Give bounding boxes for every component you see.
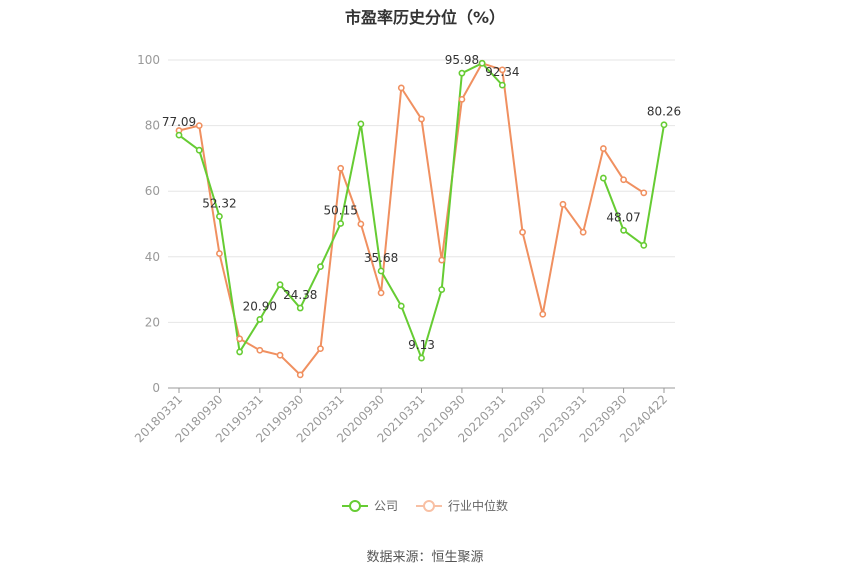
point-company-20230630	[599, 174, 607, 182]
point-industry-median-20210630	[438, 256, 446, 264]
point-company-20180331	[175, 131, 183, 139]
point-company-20210630	[438, 286, 446, 293]
point-industry-median-20190331	[256, 346, 264, 354]
point-company-20230930	[620, 226, 627, 234]
point-company-20220331	[498, 81, 506, 89]
point-industry-median-20230331	[579, 228, 587, 236]
point-industry-median-20230930	[620, 176, 627, 184]
data-label-company-20200331: 50.15	[323, 204, 357, 218]
point-industry-median-20180630	[195, 122, 203, 129]
data-label-company-20240422: 80.26	[647, 105, 681, 119]
data-label-company-20190331: 20.90	[243, 299, 277, 313]
series-line-industry-median-0	[178, 62, 645, 376]
y-tick-label-40: 40	[145, 250, 160, 264]
point-industry-median-20210331	[418, 115, 425, 123]
point-company-20181231	[236, 348, 244, 356]
point-company-20240422	[660, 121, 668, 129]
point-company-20190331	[256, 316, 264, 323]
point-company-20180930	[216, 212, 223, 220]
data-label-company-20180930: 52.32	[202, 196, 236, 210]
point-industry-median-20191231	[317, 345, 324, 353]
point-industry-median-20230630	[599, 145, 607, 152]
point-industry-median-20201231	[397, 84, 405, 92]
data-label-company-20200930: 35.68	[364, 251, 398, 265]
data-label-company-20210930: 95.98	[445, 53, 479, 67]
legend-swatch-industry-median	[416, 499, 442, 513]
point-company-20190630	[276, 281, 284, 289]
point-industry-median-20220930	[539, 310, 547, 318]
legend-item-company[interactable]: 公司	[341, 497, 398, 514]
legend-label-industry-median: 行业中位数	[448, 499, 509, 513]
y-tick-label-60: 60	[145, 184, 160, 198]
axes: 0204060801002018033120180930201903312019…	[132, 53, 675, 445]
data-label-company-20230930: 48.07	[606, 210, 640, 224]
legend-item-industry-median[interactable]: 行业中位数	[416, 497, 508, 514]
series-points	[175, 59, 668, 379]
y-tick-label-100: 100	[137, 53, 160, 67]
point-company-20200331	[337, 220, 345, 227]
point-industry-median-20190930	[296, 371, 304, 379]
chart-title: 市盈率历史分位（%）	[344, 8, 506, 27]
data-label-company-20180331: 77.09	[162, 115, 196, 129]
point-company-20211231	[478, 59, 486, 67]
data-label-company-20190930: 24.38	[283, 288, 317, 302]
y-tick-label-0: 0	[152, 381, 160, 395]
point-company-20210331	[418, 354, 425, 362]
point-industry-median-20210930	[458, 95, 466, 103]
point-company-20200930	[377, 267, 385, 275]
point-company-20200630	[357, 120, 365, 128]
legend-swatch-company	[341, 499, 368, 513]
point-industry-median-20200630	[357, 220, 365, 228]
point-industry-median-20180930	[216, 250, 223, 257]
data-labels: 77.09 52.32 20.90 24.38 50.15 35.68 9.13 95.98 9…	[162, 53, 681, 352]
point-industry-median-20220331	[498, 66, 506, 74]
point-company-20191231	[317, 263, 324, 271]
legend-label-company: 公司	[373, 499, 398, 513]
point-company-20201231	[397, 302, 405, 310]
point-company-20210930	[458, 69, 466, 77]
point-industry-median-20220630	[519, 228, 526, 236]
data-source: 数据来源：恒生聚源	[366, 550, 484, 565]
grid-lines	[168, 59, 675, 323]
point-industry-median-20200331	[337, 164, 345, 172]
point-company-20180630	[195, 146, 203, 154]
point-industry-median-20231231	[640, 189, 648, 197]
data-label-company-20210331: 9.13	[408, 338, 435, 352]
point-industry-median-20221231	[559, 200, 567, 208]
y-tick-label-20: 20	[145, 315, 160, 329]
series-line-company-1	[602, 124, 665, 247]
point-company-20231231	[640, 241, 648, 249]
series-lines	[178, 62, 665, 376]
point-industry-median-20181231	[236, 335, 244, 343]
point-industry-median-20200930	[377, 289, 385, 297]
point-industry-median-20190630	[276, 351, 284, 359]
legend: 公司 行业中位数	[0, 497, 850, 514]
point-company-20190930	[296, 304, 304, 312]
y-tick-label-80: 80	[145, 119, 160, 133]
data-label-company-20220331: 92.34	[485, 65, 519, 79]
